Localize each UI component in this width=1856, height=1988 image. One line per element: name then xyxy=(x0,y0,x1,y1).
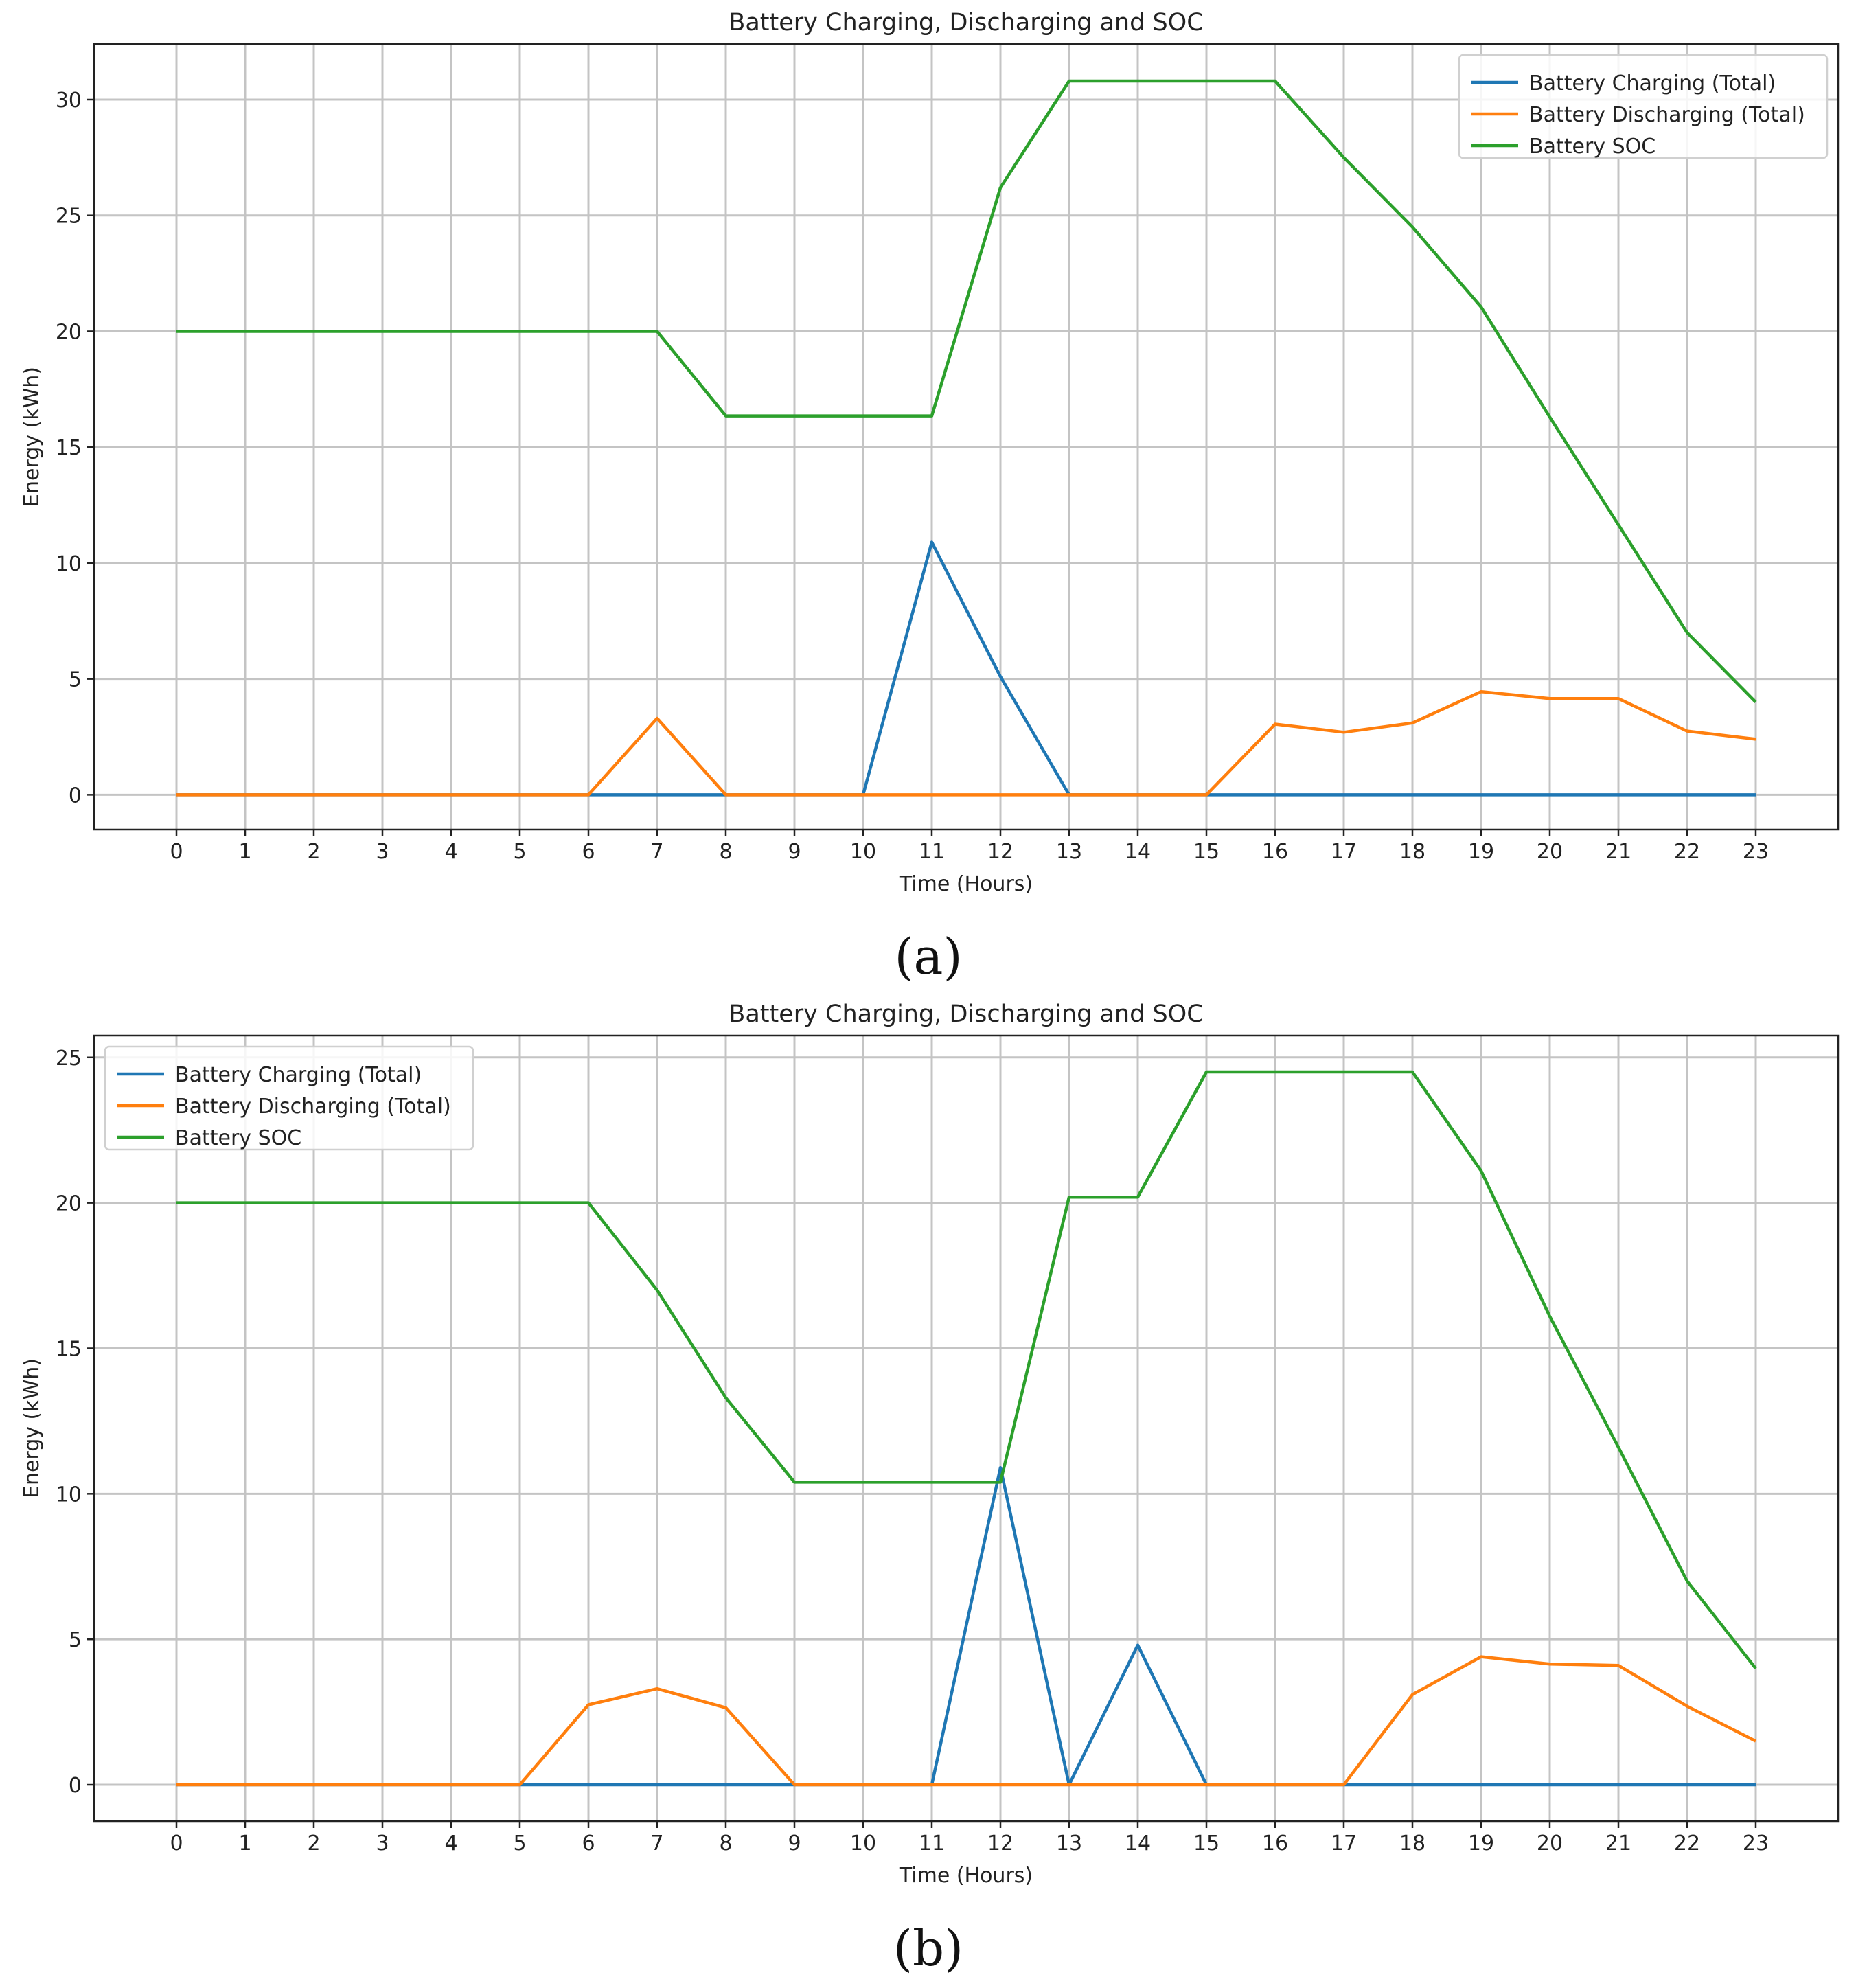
plot-area-frame xyxy=(93,43,1840,831)
x-tick-label: 23 xyxy=(1743,1831,1769,1855)
x-tick-label: 7 xyxy=(650,840,663,864)
chart-panel-b: Battery Charging, Discharging and SOC 0 1… xyxy=(20,1001,1840,1888)
x-tick-label: 22 xyxy=(1674,1831,1700,1855)
panel-label-a: (a) xyxy=(894,928,962,985)
x-tick-label: 2 xyxy=(307,1831,320,1855)
x-tick-label: 0 xyxy=(170,1831,183,1855)
y-axis-label: Energy (kWh) xyxy=(20,367,44,507)
x-tick-label: 16 xyxy=(1262,1831,1288,1855)
x-tick-label: 12 xyxy=(987,840,1013,864)
x-tick-label: 17 xyxy=(1331,840,1357,864)
x-tick-label: 15 xyxy=(1193,1831,1219,1855)
x-tick-label: 3 xyxy=(376,1831,389,1855)
legend: Battery Charging (Total) Battery Discharg… xyxy=(1458,54,1829,159)
y-tick-label: 0 xyxy=(69,784,82,808)
x-tick-label: 14 xyxy=(1125,840,1151,864)
x-tick-label: 16 xyxy=(1262,840,1288,864)
x-tick-label: 12 xyxy=(987,1831,1013,1855)
x-tick-label: 17 xyxy=(1331,1831,1357,1855)
legend-label: Battery SOC xyxy=(175,1126,301,1150)
x-axis-label: Time (Hours) xyxy=(899,1864,1033,1888)
x-tick-label: 3 xyxy=(376,840,389,864)
chart-title: Battery Charging, Discharging and SOC xyxy=(729,1001,1203,1028)
x-tick-label: 18 xyxy=(1399,840,1425,864)
x-tick-label: 21 xyxy=(1605,1831,1631,1855)
y-tick-label: 5 xyxy=(69,668,82,692)
y-tick-label: 0 xyxy=(69,1774,82,1798)
x-tick-label: 11 xyxy=(919,840,945,864)
x-tick-label: 5 xyxy=(513,840,526,864)
series-line-battery-charging-total xyxy=(176,540,1756,797)
legend-label: Battery Charging (Total) xyxy=(175,1063,422,1087)
y-tick-label: 20 xyxy=(56,1192,82,1216)
series-line-battery-discharging-total xyxy=(176,689,1756,797)
x-tick-label: 1 xyxy=(238,1831,251,1855)
series-line-battery-soc xyxy=(176,79,1757,703)
series-line-battery-charging-total xyxy=(176,1465,1756,1787)
x-tick-label: 7 xyxy=(650,1831,663,1855)
x-tick-label: 20 xyxy=(1537,1831,1563,1855)
legend-box xyxy=(1458,54,1829,159)
x-tick-label: 10 xyxy=(850,1831,876,1855)
y-tick-label: 30 xyxy=(56,89,82,113)
x-tick-label: 23 xyxy=(1743,840,1769,864)
y-tick-label: 10 xyxy=(56,1483,82,1507)
legend-label: Battery Charging (Total) xyxy=(1529,71,1776,95)
legend: Battery Charging (Total) Battery Discharg… xyxy=(104,1045,474,1151)
x-tick-label: 18 xyxy=(1399,1831,1425,1855)
x-tick-label: 8 xyxy=(719,1831,732,1855)
x-tick-label: 0 xyxy=(170,840,183,864)
x-tick-label: 19 xyxy=(1468,840,1494,864)
y-tick-label: 15 xyxy=(56,1337,82,1361)
x-tick-label: 4 xyxy=(444,1831,457,1855)
y-tick-label: 10 xyxy=(56,552,82,576)
x-tick-label: 13 xyxy=(1056,840,1082,864)
x-axis-label: Time (Hours) xyxy=(899,872,1033,896)
y-tick-label: 5 xyxy=(69,1628,82,1652)
legend-label: Battery Discharging (Total) xyxy=(1529,103,1805,127)
x-tick-label: 14 xyxy=(1125,1831,1151,1855)
x-tick-label: 4 xyxy=(444,840,457,864)
chart-title: Battery Charging, Discharging and SOC xyxy=(729,9,1203,36)
x-tick-label: 2 xyxy=(307,840,320,864)
panel-label-b: (b) xyxy=(893,1919,963,1977)
x-tick-label: 10 xyxy=(850,840,876,864)
legend-box xyxy=(104,1045,474,1151)
x-tick-label: 1 xyxy=(238,840,251,864)
x-tick-label: 11 xyxy=(919,1831,945,1855)
x-tick-label: 8 xyxy=(719,840,732,864)
x-tick-label: 6 xyxy=(582,840,595,864)
series-line-battery-soc xyxy=(176,1070,1757,1669)
series-line-battery-discharging-total xyxy=(176,1655,1757,1787)
x-tick-label: 9 xyxy=(788,1831,801,1855)
legend-label: Battery SOC xyxy=(1529,135,1655,159)
x-tick-label: 21 xyxy=(1605,840,1631,864)
x-tick-label: 22 xyxy=(1674,840,1700,864)
y-tick-label: 25 xyxy=(56,205,82,229)
x-tick-label: 6 xyxy=(582,1831,595,1855)
y-tick-label: 20 xyxy=(56,320,82,344)
y-axis-label: Energy (kWh) xyxy=(20,1358,44,1498)
x-tick-label: 5 xyxy=(513,1831,526,1855)
legend-label: Battery Discharging (Total) xyxy=(175,1095,451,1119)
x-tick-label: 19 xyxy=(1468,1831,1494,1855)
x-tick-label: 15 xyxy=(1193,840,1219,864)
chart-panel-a: Battery Charging, Discharging and SOC 0 1… xyxy=(20,9,1840,896)
x-tick-label: 9 xyxy=(788,840,801,864)
x-tick-label: 20 xyxy=(1537,840,1563,864)
x-tick-label: 13 xyxy=(1056,1831,1082,1855)
plot-area-frame xyxy=(93,1034,1840,1823)
y-tick-label: 15 xyxy=(56,436,82,460)
y-tick-label: 25 xyxy=(56,1047,82,1071)
